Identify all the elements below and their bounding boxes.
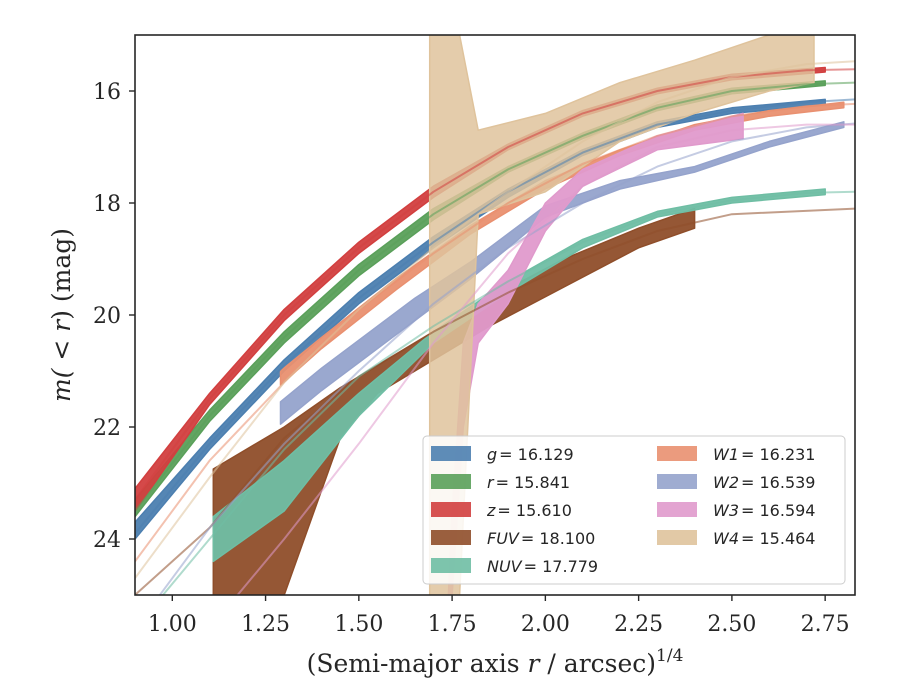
band-z (135, 66, 826, 512)
y-tick-label: 18 (93, 192, 121, 217)
y-tick-label: 24 (93, 528, 121, 553)
model-curve-w4 (135, 60, 855, 579)
x-tick-label: 1.25 (241, 612, 290, 637)
legend-label-w3: W3 = 16.594 (713, 501, 815, 520)
model-curve-w3 (236, 123, 855, 595)
x-tick-label: 2.75 (801, 612, 850, 637)
legend-label-fuv: FUV = 18.100 (487, 529, 595, 548)
uncertainty-bands (135, 35, 845, 595)
x-axis-ticks: 1.00 1.25 1.50 1.75 2.00 2.25 2.50 2.75 (148, 595, 850, 637)
x-tick-label: 1.75 (428, 612, 477, 637)
band-r (135, 80, 826, 518)
legend-swatch-w1 (657, 446, 697, 461)
y-axis-ticks: 16 18 20 22 24 (93, 80, 135, 553)
y-axis-label: m( < r) (mag) (47, 228, 76, 402)
legend-swatch-z (431, 502, 471, 517)
legend: g = 16.129 r = 15.841 z = 15.610 FUV = 18.100 NU… (422, 435, 846, 585)
model-curve-nuv (161, 190, 855, 595)
y-tick-label: 16 (93, 80, 121, 105)
model-curve-w1 (135, 102, 855, 562)
x-tick-label: 2.50 (707, 612, 756, 637)
y-tick-label: 22 (93, 416, 121, 441)
legend-swatch-w2 (657, 474, 697, 489)
legend-label-w2: W2 = 16.539 (713, 473, 815, 492)
x-tick-label: 2.00 (521, 612, 570, 637)
legend-label-w1: W1 = 16.231 (713, 445, 815, 464)
model-curve-w2 (158, 122, 855, 595)
model-curve-r (135, 81, 855, 512)
legend-label-z: z = 15.610 (486, 501, 572, 520)
x-tick-label: 1.00 (148, 612, 197, 637)
legend-label-nuv: NUV = 17.779 (487, 557, 598, 576)
legend-swatch-w3 (657, 502, 697, 517)
legend-swatch-r (431, 474, 471, 489)
legend-swatch-w4 (657, 530, 697, 545)
band-w4 (428, 35, 815, 595)
legend-swatch-fuv (431, 530, 471, 545)
model-curve-fuv (135, 207, 855, 595)
legend-label-r: r = 15.841 (487, 473, 570, 492)
model-curves (135, 60, 855, 595)
model-curve-z (135, 68, 855, 501)
x-tick-label: 2.25 (614, 612, 663, 637)
x-tick-label: 1.50 (334, 612, 383, 637)
legend-label-g: g = 16.129 (487, 445, 574, 464)
legend-swatch-g (431, 446, 471, 461)
y-tick-label: 20 (93, 304, 121, 329)
legend-label-w4: W4 = 15.464 (713, 529, 815, 548)
x-axis-label: (Semi-major axis r / arcsec)1/4 (307, 646, 684, 678)
legend-swatch-nuv (431, 558, 471, 573)
legend-frame (422, 435, 846, 585)
